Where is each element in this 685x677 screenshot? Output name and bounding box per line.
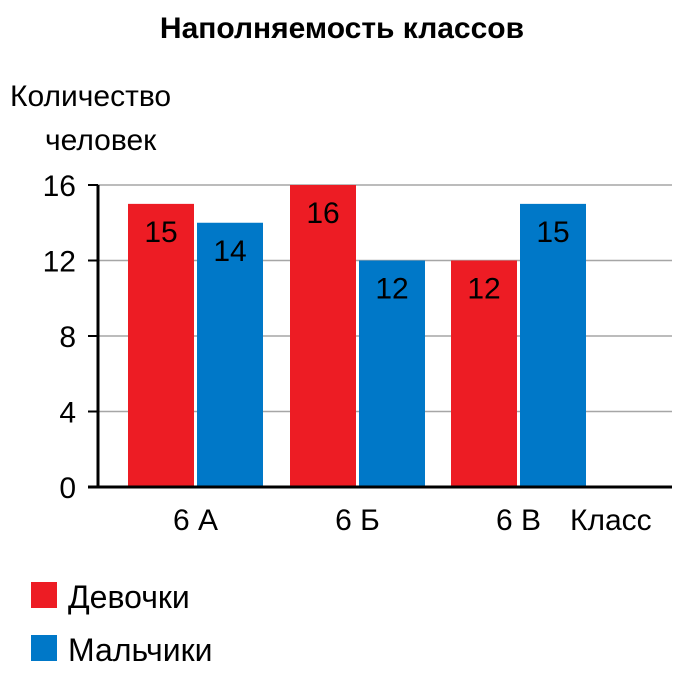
legend-swatch <box>31 582 57 608</box>
bar <box>359 260 425 487</box>
category-labels: 6 А 6 Б 6 В <box>173 504 541 537</box>
data-label: 15 <box>536 216 569 249</box>
y-axis-label-line-1: Количество <box>10 80 171 113</box>
legend-label: Девочки <box>68 579 190 615</box>
y-tick-label: 0 <box>59 472 76 505</box>
y-tick-label: 12 <box>43 246 76 279</box>
bar <box>520 203 586 487</box>
chart-title: Наполняемость классов <box>160 12 524 45</box>
x-tick-label: 6 В <box>496 504 541 537</box>
legend-swatch <box>31 635 57 661</box>
bar <box>128 203 194 487</box>
y-tick-label: 8 <box>59 321 76 354</box>
data-labels: 15 14 16 12 12 15 <box>144 197 569 306</box>
data-label: 14 <box>213 235 246 268</box>
legend-label: Мальчики <box>68 632 212 668</box>
y-tick-labels: 0 4 8 12 16 <box>43 170 98 505</box>
y-tick-label: 16 <box>43 170 76 203</box>
data-label: 15 <box>144 216 177 249</box>
bar <box>451 260 517 487</box>
x-axis-label: Класс <box>570 504 652 537</box>
y-axis-label-line-2: человек <box>45 124 157 157</box>
data-label: 12 <box>375 273 408 306</box>
legend: Девочки Мальчики <box>31 579 212 668</box>
bar <box>290 185 356 487</box>
data-label: 16 <box>306 197 339 230</box>
bars <box>128 185 586 487</box>
data-label: 12 <box>467 273 500 306</box>
y-tick-label: 4 <box>59 397 76 430</box>
bar <box>197 222 263 487</box>
x-tick-label: 6 А <box>173 504 218 537</box>
x-tick-label: 6 Б <box>335 504 380 537</box>
